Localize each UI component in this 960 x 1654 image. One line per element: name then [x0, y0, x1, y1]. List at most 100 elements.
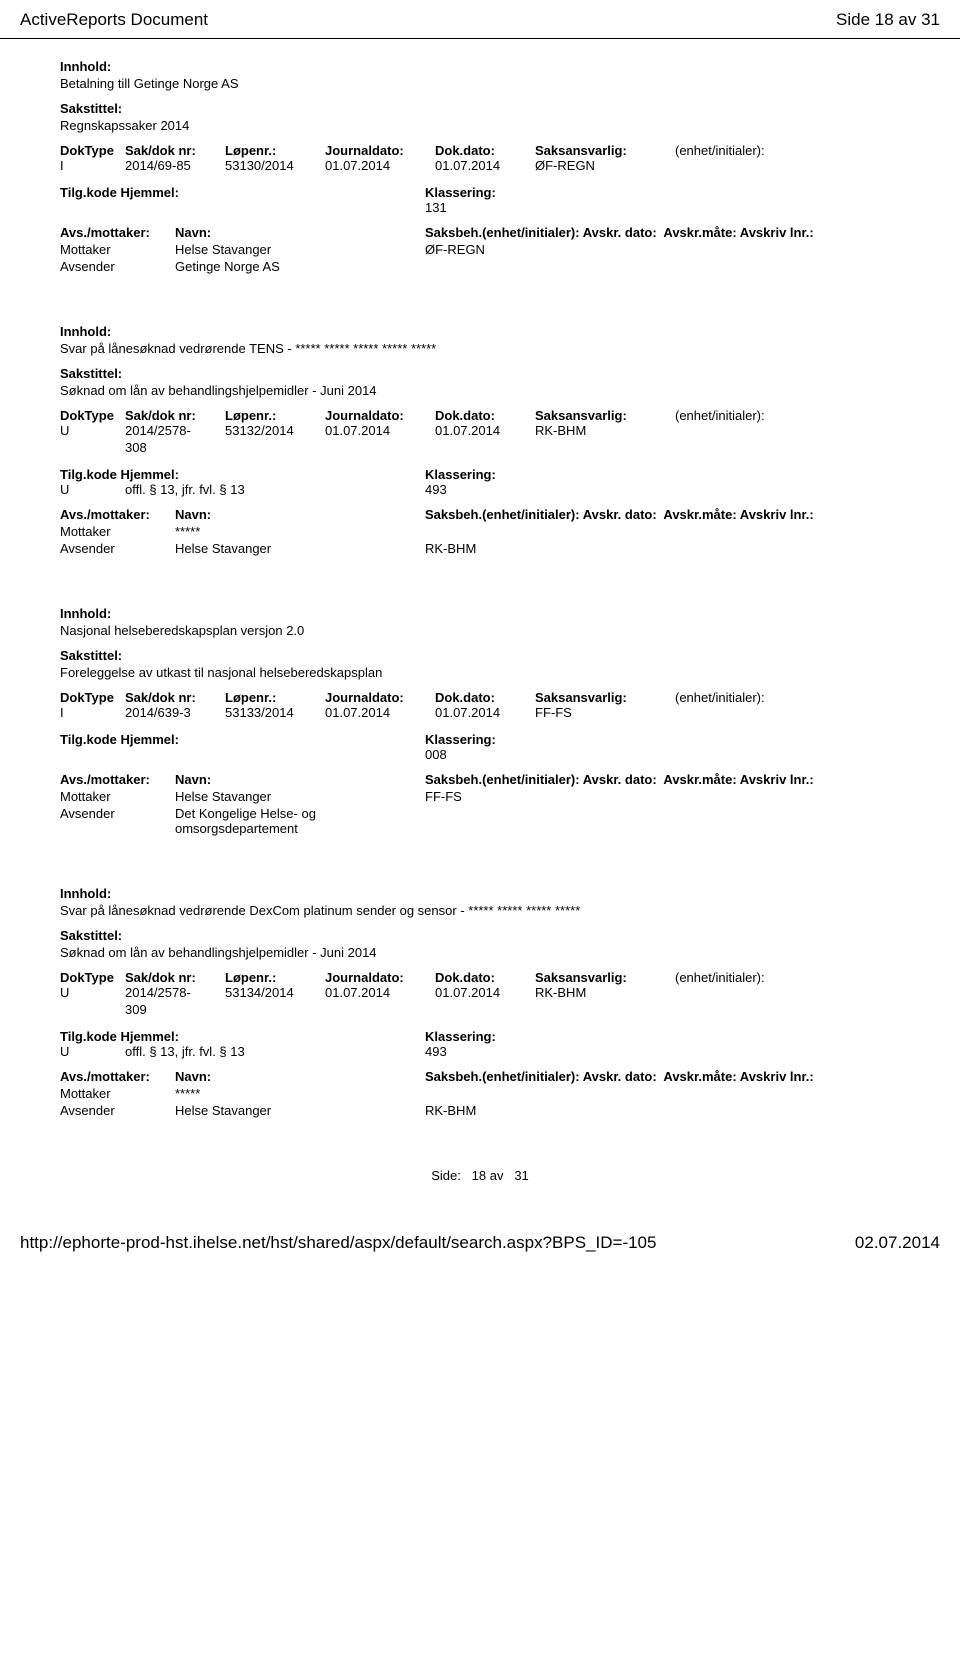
hdr-lopenr: Løpenr.: [225, 143, 325, 158]
tilgkode-left: Tilg.kode Hjemmel: [60, 732, 225, 762]
tilgkode-left: Tilg.kode Hjemmel: [60, 467, 225, 482]
row-header: DokType Sak/dok nr: Løpenr.: Journaldato… [60, 970, 900, 985]
val-sakdoknr: 2014/2578- [125, 985, 225, 1000]
hjemmel-label: Hjemmel: [120, 467, 179, 482]
val-saksansvarlig: RK-BHM [535, 423, 675, 438]
party-row: Avsender Getinge Norge AS [60, 259, 900, 274]
val-journaldato: 01.07.2014 [325, 985, 435, 1000]
tilgkode-left: Tilg.kode Hjemmel: [60, 185, 225, 215]
party-saksbeh: RK-BHM [425, 1103, 575, 1118]
avskrmate-label: Avskr.måte: [663, 225, 736, 240]
innhold-label: Innhold: [60, 886, 900, 901]
hdr-enhet: (enhet/initialer): [675, 970, 795, 985]
klassering-block: Klassering: [425, 1029, 496, 1044]
record: Innhold: Svar på lånesøknad vedrørende T… [60, 324, 900, 556]
tilgkode-row: Tilg.kode Hjemmel: Klassering: 131 [60, 185, 900, 215]
row-header: DokType Sak/dok nr: Løpenr.: Journaldato… [60, 143, 900, 158]
val-sakdoknr: 2014/69-85 [125, 158, 225, 173]
party-row: Avsender Det Kongelige Helse- og omsorgs… [60, 806, 900, 836]
party-name: Det Kongelige Helse- og omsorgsdeparteme… [175, 806, 425, 836]
val-doktype: I [60, 158, 125, 173]
sakstittel-label: Sakstittel: [60, 928, 900, 943]
hdr-doktype: DokType [60, 408, 125, 423]
row-header: DokType Sak/dok nr: Løpenr.: Journaldato… [60, 690, 900, 705]
val-dokdato: 01.07.2014 [435, 985, 535, 1000]
avskrdato-label: Avskr. dato: [583, 225, 657, 240]
innhold-value: Svar på lånesøknad vedrørende TENS - ***… [60, 341, 900, 356]
innhold-value: Svar på lånesøknad vedrørende DexCom pla… [60, 903, 900, 918]
tilgkode-row: Tilg.kode Hjemmel: Klassering: [60, 1029, 900, 1044]
navn-label: Navn: [175, 507, 425, 522]
record: Innhold: Svar på lånesøknad vedrørende D… [60, 886, 900, 1118]
tilg-u: U [60, 1044, 125, 1059]
avsmottaker-label: Avs./mottaker: [60, 225, 175, 240]
val-sakdoknr: 2014/2578- [125, 423, 225, 438]
side-label: Side: [431, 1168, 461, 1183]
page-bottom: http://ephorte-prod-hst.ihelse.net/hst/s… [0, 1223, 960, 1263]
hdr-saksansvarlig: Saksansvarlig: [535, 970, 675, 985]
party-row: Mottaker Helse Stavanger ØF-REGN [60, 242, 900, 257]
hdr-journaldato: Journaldato: [325, 690, 435, 705]
hdr-journaldato: Journaldato: [325, 970, 435, 985]
avsmottaker-label: Avs./mottaker: [60, 507, 175, 522]
bottom-url: http://ephorte-prod-hst.ihelse.net/hst/s… [20, 1233, 656, 1253]
tilgkode-row: Tilg.kode Hjemmel: Klassering: 008 [60, 732, 900, 762]
saksbeh-labels: Saksbeh.(enhet/initialer): Avskr. dato: … [425, 772, 814, 787]
party-saksbeh: FF-FS [425, 789, 575, 804]
sakstittel-value: Foreleggelse av utkast til nasjonal hels… [60, 665, 900, 680]
val-journaldato: 01.07.2014 [325, 705, 435, 720]
avsmottaker-label: Avs./mottaker: [60, 772, 175, 787]
saksbeh-labels: Saksbeh.(enhet/initialer): Avskr. dato: … [425, 225, 814, 240]
sakstittel-value: Regnskapssaker 2014 [60, 118, 900, 133]
tilg-detail: U offl. § 13, jfr. fvl. § 13 493 [60, 1044, 900, 1059]
doc-title: ActiveReports Document [20, 10, 208, 30]
avs-header: Avs./mottaker: Navn: Saksbeh.(enhet/init… [60, 772, 900, 787]
hjemmel-label: Hjemmel: [120, 1029, 179, 1044]
klassering-label: Klassering: [425, 732, 496, 747]
klassering-value: 008 [425, 747, 496, 762]
party-row: Avsender Helse Stavanger RK-BHM [60, 541, 900, 556]
navn-label: Navn: [175, 1069, 425, 1084]
hjemmel-label: Hjemmel: [120, 732, 179, 747]
hdr-saksansvarlig: Saksansvarlig: [535, 143, 675, 158]
bottom-date: 02.07.2014 [855, 1233, 940, 1253]
tilg-hjemmel: offl. § 13, jfr. fvl. § 13 [125, 1044, 425, 1059]
page-header: ActiveReports Document Side 18 av 31 [0, 0, 960, 39]
avsmottaker-label: Avs./mottaker: [60, 1069, 175, 1084]
klassering-value: 131 [425, 200, 496, 215]
val-lopenr: 53130/2014 [225, 158, 325, 173]
klassering-value: 493 [425, 482, 447, 497]
party-role: Mottaker [60, 789, 175, 804]
val-saksansvarlig: ØF-REGN [535, 158, 675, 173]
hdr-dokdato: Dok.dato: [435, 408, 535, 423]
party-saksbeh [425, 259, 575, 274]
page-center-footer: Side: 18 av 31 [60, 1168, 900, 1183]
hdr-enhet: (enhet/initialer): [675, 408, 795, 423]
avskrdato-label: Avskr. dato: [583, 1069, 657, 1084]
avskrmate-label: Avskr.måte: [663, 772, 736, 787]
klassering-label: Klassering: [425, 185, 496, 200]
party-role: Mottaker [60, 242, 175, 257]
val-journaldato: 01.07.2014 [325, 423, 435, 438]
party-row: Avsender Helse Stavanger RK-BHM [60, 1103, 900, 1118]
innhold-label: Innhold: [60, 324, 900, 339]
tilgkode-label: Tilg.kode [60, 732, 117, 747]
navn-label: Navn: [175, 225, 425, 240]
val-doktype: I [60, 705, 125, 720]
party-saksbeh [425, 1086, 575, 1101]
val-lopenr: 53134/2014 [225, 985, 325, 1000]
party-role: Avsender [60, 541, 175, 556]
party-name: Getinge Norge AS [175, 259, 425, 274]
val-sakdoknr: 2014/639-3 [125, 705, 225, 720]
hdr-enhet: (enhet/initialer): [675, 690, 795, 705]
hdr-enhet: (enhet/initialer): [675, 143, 795, 158]
row-data-2: 308 [60, 440, 900, 455]
avskrivlnr-label: Avskriv lnr.: [740, 772, 814, 787]
row-data: I 2014/69-85 53130/2014 01.07.2014 01.07… [60, 158, 900, 173]
party-name: ***** [175, 1086, 425, 1101]
klassering-block: Klassering: [425, 467, 496, 482]
saksbeh-labels: Saksbeh.(enhet/initialer): Avskr. dato: … [425, 507, 814, 522]
saksbeh-label: Saksbeh.(enhet/initialer): [425, 1069, 580, 1084]
navn-label: Navn: [175, 772, 425, 787]
row-data: U 2014/2578- 53132/2014 01.07.2014 01.07… [60, 423, 900, 438]
